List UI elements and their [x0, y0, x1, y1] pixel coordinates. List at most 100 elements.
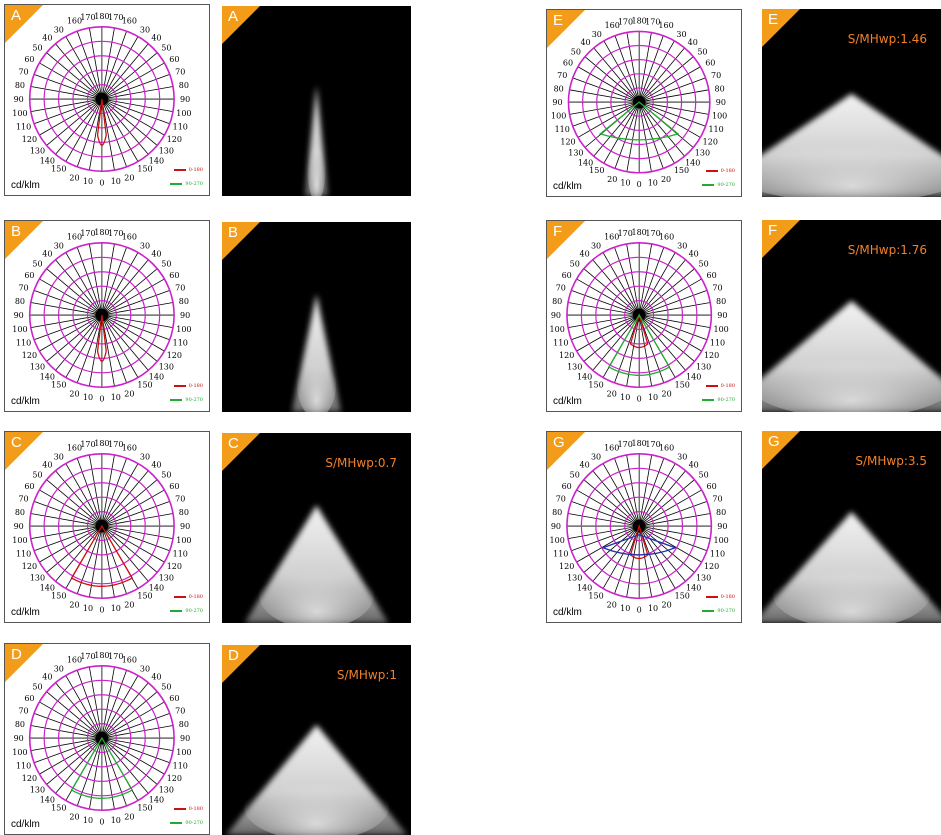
angle-label: 130	[159, 363, 174, 372]
smh-ratio: S/MHwp:1	[336, 668, 397, 682]
polar-ray	[571, 314, 640, 341]
panel-tag	[5, 221, 43, 259]
polar-ray	[101, 725, 174, 739]
legend-90-270: 90-270	[170, 397, 203, 403]
angle-label: 30	[54, 26, 64, 35]
angle-label: 20	[661, 389, 671, 398]
angle-label: 100	[713, 325, 728, 334]
angle-label: 60	[169, 55, 179, 64]
angle-label: 120	[22, 351, 37, 360]
polar-ray	[639, 314, 711, 328]
panel-tag	[222, 433, 260, 471]
polar-ring	[609, 285, 669, 345]
angle-label: 60	[24, 482, 34, 491]
polar-ray	[33, 73, 103, 100]
polar-ring	[582, 44, 697, 160]
legend-text: 90-270	[717, 608, 735, 614]
legend-swatch	[702, 609, 715, 612]
angle-label: 50	[32, 470, 42, 479]
legend-swatch	[170, 182, 183, 185]
angle-label: 40	[689, 461, 699, 470]
polar-ray	[101, 691, 158, 739]
panel-letter: F	[553, 223, 563, 240]
polar-ring	[28, 665, 175, 812]
polar-ray	[101, 98, 165, 136]
polar-ray	[639, 101, 706, 127]
angle-label: 30	[54, 665, 64, 674]
angle-label: 80	[179, 297, 189, 306]
angle-label: 20	[607, 600, 617, 609]
polar-ray	[76, 670, 103, 739]
angle-label: 20	[124, 600, 134, 609]
beam-glow	[762, 348, 941, 412]
polar-ray	[33, 737, 103, 764]
angle-label: 50	[570, 259, 580, 268]
angle-label: 80	[554, 84, 564, 93]
angle-label: 130	[30, 786, 45, 795]
angle-label: 10	[111, 816, 121, 825]
polar-ray	[583, 314, 640, 362]
angle-label: 130	[695, 149, 710, 158]
angle-label: 50	[32, 43, 42, 52]
polar-ring	[566, 453, 713, 600]
angle-label: 0	[99, 178, 104, 187]
polar-ray	[592, 525, 640, 582]
angle-label: 90	[180, 95, 190, 104]
polar-ray	[39, 737, 103, 775]
angle-label: 30	[591, 242, 601, 251]
angle-label: 120	[167, 351, 182, 360]
legend-swatch	[173, 807, 186, 810]
polar-ring	[580, 256, 698, 374]
angle-label: 130	[159, 574, 174, 583]
polar-ray	[639, 302, 711, 316]
polar-ray	[30, 525, 102, 539]
polar-ray	[638, 101, 685, 157]
panel-letter: B	[11, 223, 22, 240]
angle-label: 80	[552, 508, 562, 517]
angle-label: 110	[16, 549, 31, 558]
polar-ray	[638, 101, 664, 169]
polar-ray	[101, 36, 139, 100]
polar-ray	[101, 489, 165, 527]
polar-ray	[101, 525, 170, 552]
polar-ring	[86, 511, 117, 542]
polar-ray	[101, 314, 139, 378]
angle-label: 70	[557, 71, 567, 80]
curve-90-270	[601, 534, 678, 556]
polar-ring	[624, 87, 654, 117]
angle-label: 130	[159, 147, 174, 156]
polar-ray	[571, 289, 640, 316]
angle-label: 60	[24, 694, 34, 703]
angle-label: 170	[618, 440, 633, 449]
angle-label: 110	[708, 125, 723, 134]
polar-ray	[626, 32, 640, 103]
polar-ray	[101, 247, 127, 316]
polar-ray	[39, 525, 103, 563]
polar-ray	[638, 66, 701, 103]
polar-ray	[593, 47, 640, 103]
angle-label: 0	[99, 605, 104, 614]
angle-label: 70	[711, 71, 721, 80]
polar-ray	[639, 89, 709, 103]
angle-label: 170	[618, 18, 633, 27]
angle-label: 160	[659, 444, 674, 453]
beam-render-g: G S/MHwp:3.5	[762, 431, 941, 623]
polar-ray	[33, 712, 103, 739]
polar-ray	[101, 243, 115, 316]
polar-ray	[101, 737, 174, 751]
polar-ray	[76, 314, 103, 384]
panel-tag	[547, 221, 585, 259]
polar-ray	[572, 101, 640, 127]
angle-label: 0	[99, 817, 104, 826]
legend-0-180: 0-180	[705, 594, 735, 600]
angle-label: 80	[179, 508, 189, 517]
legend-text: 90-270	[717, 397, 735, 403]
angle-label: 120	[22, 135, 37, 144]
panel-letter: E	[553, 12, 564, 29]
polar-ray	[101, 525, 165, 563]
angle-label: 120	[559, 351, 574, 360]
polar-ray	[101, 675, 139, 739]
polar-ray	[638, 463, 676, 527]
polar-ray	[101, 682, 149, 739]
